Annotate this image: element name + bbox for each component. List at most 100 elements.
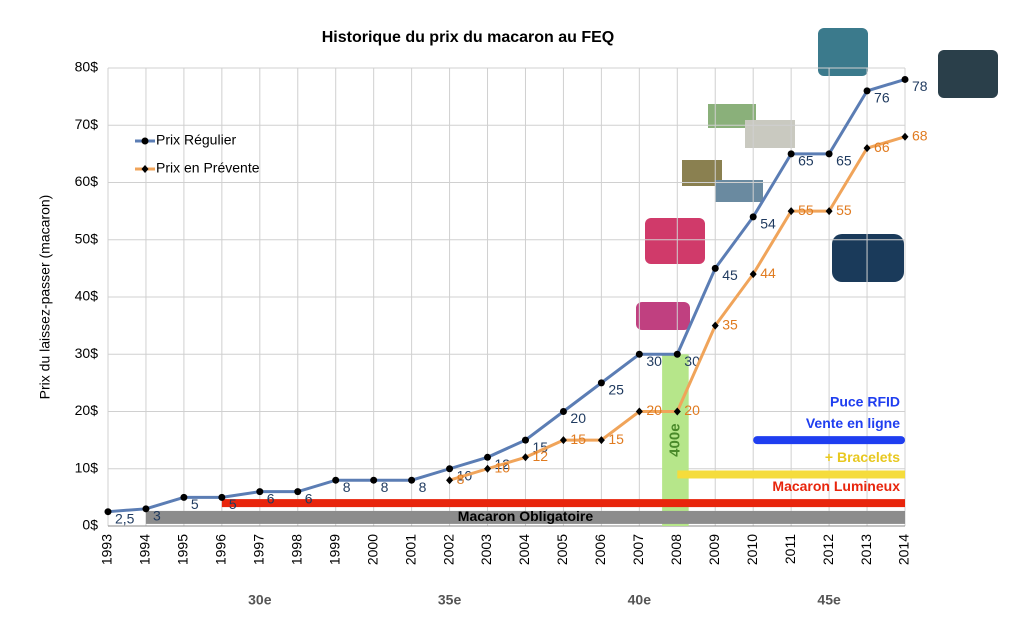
- value-label: 55: [798, 202, 814, 218]
- legend-label: Prix en Prévente: [156, 160, 260, 176]
- point: [787, 207, 795, 216]
- point: [446, 476, 454, 485]
- value-label: 5: [191, 496, 199, 512]
- point: [256, 488, 264, 496]
- x-tick-label: 1994: [137, 534, 153, 565]
- highlight-label: 400e: [666, 423, 683, 456]
- value-label: 68: [912, 127, 928, 143]
- value-label: 8: [419, 479, 427, 495]
- x-tick-label: 2003: [478, 534, 494, 565]
- point: [484, 453, 492, 461]
- point: [787, 150, 795, 158]
- timeline-bar: [753, 436, 905, 445]
- value-label: 65: [836, 153, 852, 169]
- value-label: 3: [153, 508, 161, 524]
- point: [825, 150, 833, 158]
- legend-marker: [141, 137, 149, 145]
- x-tick-label: 1996: [213, 534, 229, 565]
- x-tick-label: 2009: [706, 534, 722, 565]
- x-tick-label: 1998: [288, 534, 304, 565]
- point: [370, 476, 378, 484]
- value-label: 78: [912, 78, 928, 94]
- x-tick-label: 1995: [175, 534, 191, 565]
- x-tick-label: 2002: [440, 534, 456, 565]
- series-line: [107, 78, 906, 514]
- value-label: 30: [684, 353, 700, 369]
- value-label: 66: [874, 139, 890, 155]
- value-label: 55: [836, 202, 852, 218]
- edition-label: 40e: [628, 592, 652, 608]
- point: [218, 493, 226, 501]
- edition-label: 45e: [817, 592, 841, 608]
- y-tick-label: 80$: [75, 59, 99, 75]
- timeline-bar: [145, 510, 905, 524]
- x-tick-label: 2013: [858, 534, 874, 565]
- point: [901, 75, 909, 83]
- point: [521, 453, 529, 462]
- point: [408, 476, 416, 484]
- legend-marker: [141, 165, 149, 173]
- point: [673, 350, 681, 358]
- highlight-bar: [662, 354, 689, 526]
- point: [446, 465, 454, 473]
- legend-label: Prix Régulier: [156, 132, 236, 148]
- value-label: 8: [457, 471, 465, 487]
- value-label: 20: [684, 402, 700, 418]
- x-tick-label: 1999: [326, 534, 342, 565]
- timeline-label: Macaron Obligatoire: [458, 508, 594, 524]
- timeline-bar: [677, 470, 905, 479]
- decorations: [636, 28, 998, 330]
- point: [711, 264, 719, 272]
- y-tick-label: 70$: [75, 116, 99, 132]
- value-label: 15: [608, 431, 624, 447]
- value-label: 20: [570, 410, 586, 426]
- x-tick-label: 2001: [402, 534, 418, 565]
- timeline-label: Macaron Lumineux: [772, 478, 900, 494]
- point: [863, 144, 871, 153]
- x-tick-label: 2014: [896, 534, 912, 565]
- x-tick-label: 2004: [516, 534, 532, 565]
- point: [635, 407, 643, 416]
- point: [142, 505, 150, 513]
- value-label: 45: [722, 267, 738, 283]
- point: [597, 436, 605, 445]
- y-tick-label: 30$: [75, 345, 99, 361]
- point: [521, 436, 529, 444]
- point: [673, 407, 681, 416]
- value-label: 76: [874, 90, 890, 106]
- x-tick-label: 2011: [782, 534, 798, 564]
- x-tick-label: 2005: [554, 534, 570, 565]
- y-tick-label: 0$: [82, 517, 98, 533]
- x-tick-label: 1997: [251, 534, 267, 565]
- value-label: 8: [343, 479, 351, 495]
- value-label: 25: [608, 382, 624, 398]
- point: [901, 132, 909, 141]
- y-tick-label: 10$: [75, 459, 99, 475]
- value-label: 30: [646, 353, 662, 369]
- x-tick-label: 1993: [99, 534, 115, 565]
- point: [749, 270, 757, 279]
- y-tick-label: 40$: [75, 288, 99, 304]
- point: [332, 476, 340, 484]
- point: [635, 350, 643, 358]
- point: [104, 508, 112, 516]
- point: [711, 321, 719, 330]
- note: Puce RFID: [830, 394, 900, 410]
- y-axis-label: Prix du laissez-passer (macaron): [37, 195, 53, 400]
- value-label: 35: [722, 316, 738, 332]
- value-label: 6: [305, 490, 313, 506]
- x-tick-label: 2010: [744, 534, 760, 565]
- y-tick-label: 60$: [75, 173, 99, 189]
- value-label: 15: [570, 431, 586, 447]
- x-tick-label: 2008: [668, 534, 684, 565]
- point: [180, 493, 188, 501]
- x-tick-label: 2012: [820, 534, 836, 565]
- value-label: 2,5: [115, 510, 135, 526]
- edition-label: 30e: [248, 592, 272, 608]
- x-tick-label: 2007: [630, 534, 646, 565]
- value-label: 10: [495, 459, 511, 475]
- timeline-label: Vente en ligne: [806, 415, 900, 431]
- point: [863, 87, 871, 95]
- value-label: 6: [267, 490, 275, 506]
